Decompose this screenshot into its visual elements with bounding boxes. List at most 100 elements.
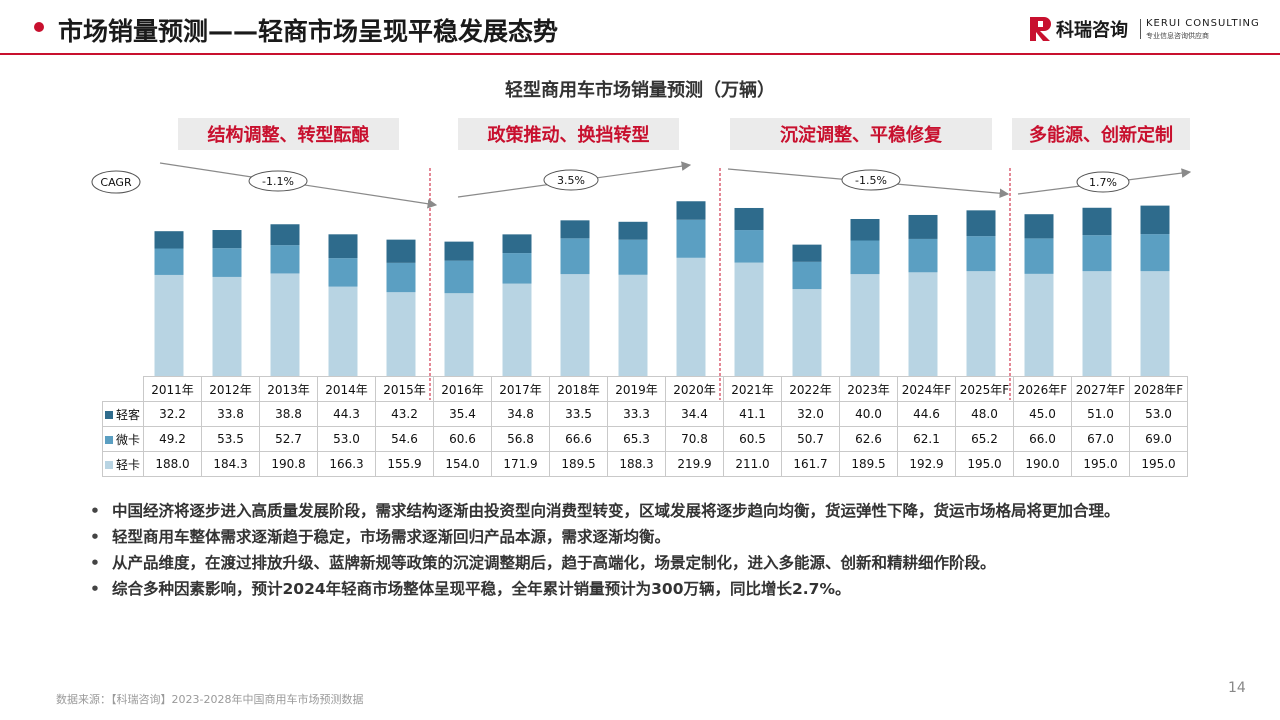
data-label: 43.2 xyxy=(375,401,434,427)
data-label: 65.3 xyxy=(607,426,666,452)
data-label: 45.0 xyxy=(1013,401,1072,427)
logo-tagline: 专业信息咨询供应商 xyxy=(1146,32,1209,40)
bar-segment xyxy=(966,271,996,376)
category-label: 2014年 xyxy=(317,376,376,402)
data-label: 171.9 xyxy=(491,451,550,477)
bar-segment xyxy=(1140,271,1170,376)
table-header-row: 2011年 2012年 2013年 2014年 2015年 2016年 2017年 2018年… xyxy=(102,376,1188,402)
bar-segment xyxy=(560,274,590,376)
phase-dividers xyxy=(429,168,1011,400)
category-label: 2022年 xyxy=(781,376,840,402)
data-label: 211.0 xyxy=(723,451,782,477)
category-label: 2016年 xyxy=(433,376,492,402)
chart-title: 轻型商用车市场销量预测（万辆） xyxy=(505,80,775,101)
bar-segment xyxy=(386,292,416,376)
bar-segment xyxy=(792,244,822,262)
data-label: 52.7 xyxy=(259,426,318,452)
bar-segment xyxy=(618,221,648,240)
data-label: 33.8 xyxy=(201,401,260,427)
category-label: 2027年F xyxy=(1071,376,1130,402)
logo-separator xyxy=(1140,19,1141,39)
data-label: 161.7 xyxy=(781,451,840,477)
table-row: 轻卡 188.0 184.3 190.8 166.3 155.9 154.0 171.9 189… xyxy=(102,451,1188,477)
data-label: 195.0 xyxy=(1129,451,1188,477)
bar-segment xyxy=(1140,234,1170,272)
data-label: 33.3 xyxy=(607,401,666,427)
bar-segment xyxy=(676,257,706,376)
category-label: 2019年 xyxy=(607,376,666,402)
analysis-bullets: 中国经济将逐步进入高质量发展阶段，需求结构逐渐由投资型向消费型转变，区域发展将逐… xyxy=(90,501,1222,605)
bar-segment xyxy=(1024,214,1054,239)
bar-segment xyxy=(328,286,358,376)
category-label: 2017年 xyxy=(491,376,550,402)
data-label: 49.2 xyxy=(143,426,202,452)
data-label: 32.2 xyxy=(143,401,202,427)
bars-layer xyxy=(154,201,1170,376)
bar-segment xyxy=(850,240,880,275)
data-label: 195.0 xyxy=(955,451,1014,477)
bar-segment xyxy=(1082,207,1112,236)
category-label: 2011年 xyxy=(143,376,202,402)
bar-segment xyxy=(966,236,996,272)
data-label: 188.0 xyxy=(143,451,202,477)
cagr-arrows: -1.1% 3.5% -1.5% 1.7% CAGR xyxy=(91,161,1192,209)
bar-segment xyxy=(270,273,300,376)
bar-segment xyxy=(1082,271,1112,376)
data-label: 195.0 xyxy=(1071,451,1130,477)
bar-segment xyxy=(1082,235,1112,272)
data-label: 62.1 xyxy=(897,426,956,452)
data-label: 48.0 xyxy=(955,401,1014,427)
bar-segment xyxy=(908,238,938,273)
legend-swatch xyxy=(105,461,113,469)
bar-segment xyxy=(386,262,416,293)
bullet-item: 轻型商用车整体需求逐渐趋于稳定，市场需求逐渐回归产品本源，需求逐渐均衡。 xyxy=(90,527,1222,547)
data-label: 66.6 xyxy=(549,426,608,452)
category-label: 2024年F xyxy=(897,376,956,402)
data-label: 44.6 xyxy=(897,401,956,427)
data-label: 53.5 xyxy=(201,426,260,452)
bar-segment xyxy=(908,272,938,376)
cagr-bubble-2 xyxy=(543,169,599,191)
data-label: 50.7 xyxy=(781,426,840,452)
data-label: 35.4 xyxy=(433,401,492,427)
bullet-item: 从产品维度，在渡过排放升级、蓝牌新规等政策的沉淀调整期后，趋于高端化，场景定制化… xyxy=(90,553,1222,573)
phase-label-2: 政策推动、换挡转型 xyxy=(458,118,679,150)
bar-segment xyxy=(502,253,532,284)
bar-segment xyxy=(908,214,938,239)
cagr-label-bubble xyxy=(91,170,141,194)
bar-segment xyxy=(386,239,416,263)
bar-segment xyxy=(270,224,300,246)
phase-label-1: 结构调整、转型酝酿 xyxy=(178,118,399,150)
bar-segment xyxy=(502,283,532,376)
category-label: 2015年 xyxy=(375,376,434,402)
legend-entry: 微卡 xyxy=(102,426,144,452)
legend-entry: 轻客 xyxy=(102,401,144,427)
data-label: 66.0 xyxy=(1013,426,1072,452)
bar-segment xyxy=(270,245,300,274)
legend-swatch xyxy=(105,436,113,444)
bar-segment xyxy=(734,207,764,231)
bar-segment xyxy=(444,241,474,261)
data-label: 40.0 xyxy=(839,401,898,427)
bar-segment xyxy=(154,248,184,275)
bar-segment xyxy=(618,239,648,275)
bar-segment xyxy=(676,219,706,258)
cagr-bubble-4 xyxy=(1076,171,1130,193)
bar-segment xyxy=(328,234,358,259)
phase-label-4: 多能源、创新定制 xyxy=(1012,118,1190,150)
category-label: 2025年F xyxy=(955,376,1014,402)
cagr-value-3: -1.5% xyxy=(855,174,887,187)
page-title: 市场销量预测——轻商市场呈现平稳发展态势 xyxy=(58,17,559,46)
category-label: 2023年 xyxy=(839,376,898,402)
cagr-bubble-1 xyxy=(248,170,308,192)
legend-swatch xyxy=(105,411,113,419)
bar-segment xyxy=(1024,238,1054,274)
bar-segment xyxy=(154,274,184,376)
data-label: 34.8 xyxy=(491,401,550,427)
bar-segment xyxy=(734,262,764,376)
bar-segment xyxy=(560,238,590,275)
bar-segment xyxy=(212,276,242,376)
kerui-logo-icon xyxy=(1030,17,1051,41)
data-label: 190.0 xyxy=(1013,451,1072,477)
bar-segment xyxy=(444,260,474,294)
